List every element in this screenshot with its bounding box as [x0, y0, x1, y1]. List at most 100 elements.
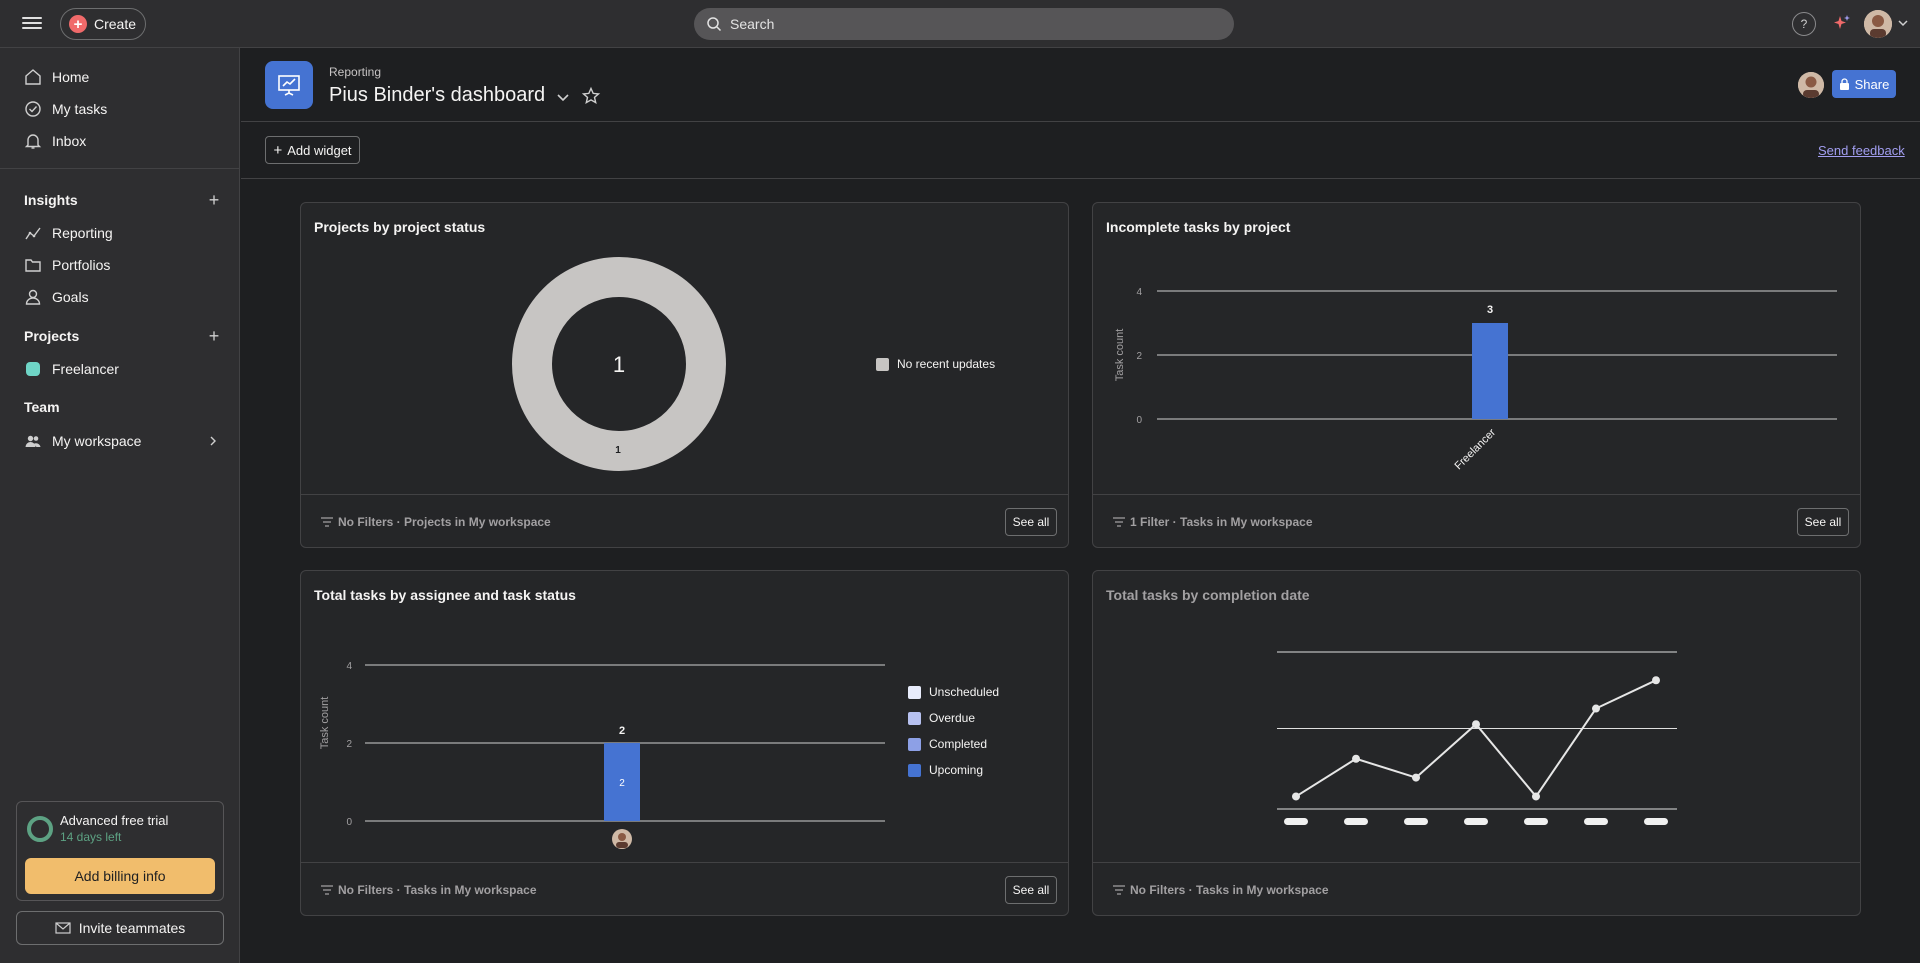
filter-text: No Filters · Tasks in My workspace	[1130, 883, 1329, 897]
presentation-chart-icon	[278, 75, 300, 96]
see-all-button[interactable]: See all	[1797, 508, 1849, 536]
filter-icon	[321, 517, 333, 527]
donut-center-label: 1	[613, 352, 625, 377]
filter-icon	[321, 885, 333, 895]
sidebar-item-portfolios[interactable]: Portfolios	[14, 250, 226, 280]
trial-panel: Advanced free trial 14 days left Add bil…	[16, 801, 224, 901]
y-axis-label: Task count	[1114, 329, 1126, 382]
donut-slice-label: 1	[615, 445, 621, 456]
person-icon	[25, 289, 41, 305]
user-avatar[interactable]	[1864, 10, 1892, 38]
chevron-right-icon[interactable]	[206, 434, 220, 448]
sidebar: Home My tasks Inbox Insights + Reporting…	[0, 48, 240, 963]
ai-sparkle-icon[interactable]	[1830, 12, 1854, 36]
invite-teammates-button[interactable]: Invite teammates	[16, 911, 224, 945]
y-tick-label: 2	[346, 739, 352, 750]
legend-swatch	[908, 737, 921, 751]
see-all-button[interactable]: See all	[1005, 876, 1057, 904]
x-tick-placeholder	[1464, 818, 1488, 825]
avatar-body	[616, 842, 628, 848]
team-heading[interactable]: Team	[24, 399, 60, 415]
legend-item: Completed	[908, 737, 987, 751]
plus-icon: +	[273, 141, 283, 159]
sidebar-item-freelancer[interactable]: Freelancer	[14, 354, 226, 384]
see-all-button[interactable]: See all	[1005, 508, 1057, 536]
create-label: Create	[94, 16, 137, 32]
filter-text: 1 Filter · Tasks in My workspace	[1130, 515, 1313, 529]
y-tick-label: 0	[1136, 415, 1142, 426]
send-feedback-link[interactable]: Send feedback	[1818, 143, 1905, 158]
dashboard-toolbar: + Add widget Send feedback	[241, 123, 1920, 179]
bar-chart: 0 2 4 Task count 3 Freelancer	[1114, 287, 1837, 472]
search-input[interactable]: Search	[694, 8, 1234, 40]
data-point	[1352, 754, 1360, 763]
legend-label: Overdue	[929, 711, 976, 725]
filter-summary[interactable]: No Filters · Projects in My workspace	[321, 515, 551, 529]
member-avatar[interactable]	[1798, 72, 1824, 98]
data-point	[1592, 704, 1600, 713]
chevron-down-icon[interactable]	[554, 88, 572, 106]
add-project-button[interactable]: +	[208, 326, 220, 346]
projects-heading[interactable]: Projects	[24, 328, 80, 344]
filter-summary[interactable]: 1 Filter · Tasks in My workspace	[1113, 515, 1313, 529]
lock-icon	[1839, 78, 1849, 90]
legend-swatch	[908, 685, 921, 699]
bar-total-label: 2	[619, 725, 625, 737]
add-insight-button[interactable]: +	[208, 190, 220, 210]
breadcrumb[interactable]: Reporting	[329, 65, 382, 79]
sidebar-item-my-tasks[interactable]: My tasks	[14, 94, 226, 124]
widget-title: Projects by project status	[314, 219, 486, 235]
legend-item: No recent updates	[876, 357, 995, 371]
widget-footer: No Filters · Tasks in My workspace See a…	[301, 862, 1068, 916]
bell-icon	[24, 134, 42, 149]
sidebar-item-inbox[interactable]: Inbox	[14, 126, 226, 156]
bar	[1472, 323, 1508, 419]
chevron-down-icon[interactable]	[1896, 16, 1910, 30]
data-point	[1412, 773, 1420, 782]
folder-icon	[25, 259, 41, 272]
add-billing-button[interactable]: Add billing info	[25, 858, 215, 894]
data-point	[1292, 792, 1300, 801]
top-bar: + Create Search ?	[0, 0, 1920, 48]
sidebar-item-my-workspace[interactable]: My workspace	[14, 426, 226, 456]
series-line	[1295, 679, 1657, 799]
add-widget-button[interactable]: + Add widget	[265, 136, 360, 164]
sidebar-item-label: My tasks	[52, 101, 108, 117]
sidebar-item-home[interactable]: Home	[14, 62, 226, 92]
star-icon[interactable]	[581, 86, 601, 106]
x-tick-placeholder	[1524, 818, 1548, 825]
data-point	[1472, 720, 1480, 729]
widget-tasks-by-completion-date[interactable]: Total tasks by completion date No Filter…	[1092, 570, 1861, 916]
donut-chart: 11	[512, 257, 726, 471]
sidebar-item-reporting[interactable]: Reporting	[14, 218, 226, 248]
trial-progress-ring	[27, 816, 53, 842]
x-tick-placeholder	[1284, 818, 1308, 825]
create-button[interactable]: + Create	[60, 8, 146, 40]
filter-icon	[1113, 517, 1125, 527]
insights-heading[interactable]: Insights	[24, 192, 78, 208]
search-placeholder: Search	[730, 16, 775, 32]
x-tick-placeholder	[1584, 818, 1608, 825]
widget-incomplete-tasks-by-project[interactable]: Incomplete tasks by project 0 2 4 Task coun…	[1092, 202, 1861, 548]
sidebar-item-label: Freelancer	[52, 361, 119, 377]
check-circle-icon	[25, 101, 41, 117]
sidebar-item-label: Inbox	[52, 133, 87, 149]
legend-label: Completed	[929, 737, 988, 751]
x-tick-placeholder	[1344, 818, 1368, 825]
data-point	[1652, 676, 1660, 685]
add-widget-label: Add widget	[287, 142, 352, 158]
project-color-swatch	[26, 362, 40, 376]
y-axis-label: Task count	[319, 697, 331, 750]
filter-summary[interactable]: No Filters · Tasks in My workspace	[321, 883, 537, 897]
sidebar-item-goals[interactable]: Goals	[14, 282, 226, 312]
share-button[interactable]: Share	[1832, 70, 1896, 98]
filter-summary[interactable]: No Filters · Tasks in My workspace	[1113, 883, 1329, 897]
widget-tasks-by-assignee-status[interactable]: Total tasks by assignee and task status …	[300, 570, 1069, 916]
trial-title: Advanced free trial	[60, 813, 169, 828]
menu-icon[interactable]	[22, 14, 42, 34]
bar-segment	[604, 743, 640, 821]
help-button[interactable]: ?	[1792, 12, 1816, 36]
page-title[interactable]: Pius Binder's dashboard	[329, 84, 546, 106]
y-tick-label: 4	[346, 661, 352, 672]
